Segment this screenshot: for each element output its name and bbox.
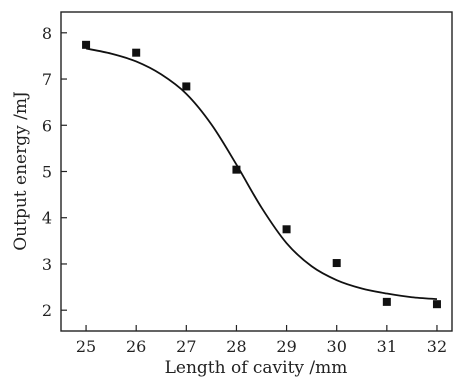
y-tick-label: 8 xyxy=(42,24,52,43)
data-point xyxy=(82,40,91,49)
data-point xyxy=(132,48,141,57)
data-point xyxy=(432,300,441,309)
data-point xyxy=(182,82,191,91)
x-tick-label: 25 xyxy=(76,337,96,356)
data-points-group xyxy=(82,40,441,309)
x-tick-label: 31 xyxy=(377,337,397,356)
fit-curve-group xyxy=(85,47,438,300)
axis-ticks: 25 26 27 28 29 30 31 32 2 3 4 5 6 7 8 xyxy=(42,24,447,356)
x-tick-label: 26 xyxy=(126,337,146,356)
x-tick-label: 30 xyxy=(327,337,347,356)
y-tick-label: 4 xyxy=(42,209,52,228)
y-tick-label: 3 xyxy=(42,255,52,274)
x-tick-label: 29 xyxy=(276,337,296,356)
plot-frame xyxy=(60,11,453,332)
y-axis-title: Output energy /mJ xyxy=(11,91,31,251)
data-point xyxy=(332,259,341,268)
x-tick-label: 32 xyxy=(427,337,447,356)
data-point xyxy=(382,297,391,306)
x-tick-label: 28 xyxy=(226,337,246,356)
x-axis-title: Length of cavity /mm xyxy=(165,358,348,378)
fit-curve-line xyxy=(85,47,438,300)
y-tick-label: 5 xyxy=(42,163,52,182)
y-tick-label: 6 xyxy=(42,116,52,135)
y-tick-label: 2 xyxy=(42,301,52,320)
x-tick-label: 27 xyxy=(176,337,196,356)
data-point xyxy=(282,225,291,234)
y-tick-label: 7 xyxy=(42,70,52,89)
data-point xyxy=(232,165,241,174)
